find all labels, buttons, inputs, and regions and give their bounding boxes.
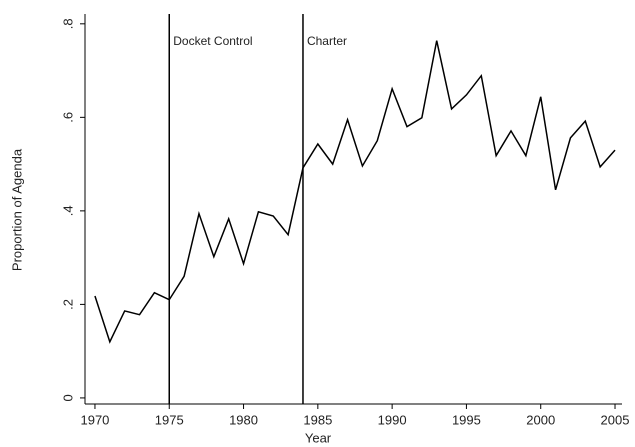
y-tick-label: 0: [60, 394, 75, 401]
y-axis-label: Proportion of Agenda: [9, 148, 24, 271]
event-label: Charter: [307, 34, 347, 48]
y-tick-label: .2: [60, 299, 75, 310]
x-tick-label: 2005: [601, 412, 630, 427]
x-tick-label: 1970: [80, 412, 109, 427]
x-tick-label: 1985: [303, 412, 332, 427]
y-tick-label: .4: [60, 205, 75, 216]
x-tick-label: 1980: [229, 412, 258, 427]
event-label: Docket Control: [173, 34, 252, 48]
y-tick-label: .8: [60, 18, 75, 29]
x-tick-label: 1990: [378, 412, 407, 427]
x-tick-label: 1975: [155, 412, 184, 427]
x-tick-label: 2000: [526, 412, 555, 427]
y-tick-label: .6: [60, 112, 75, 123]
x-tick-label: 1995: [452, 412, 481, 427]
data-line: [94, 40, 616, 344]
x-axis-label: Year: [305, 430, 332, 445]
